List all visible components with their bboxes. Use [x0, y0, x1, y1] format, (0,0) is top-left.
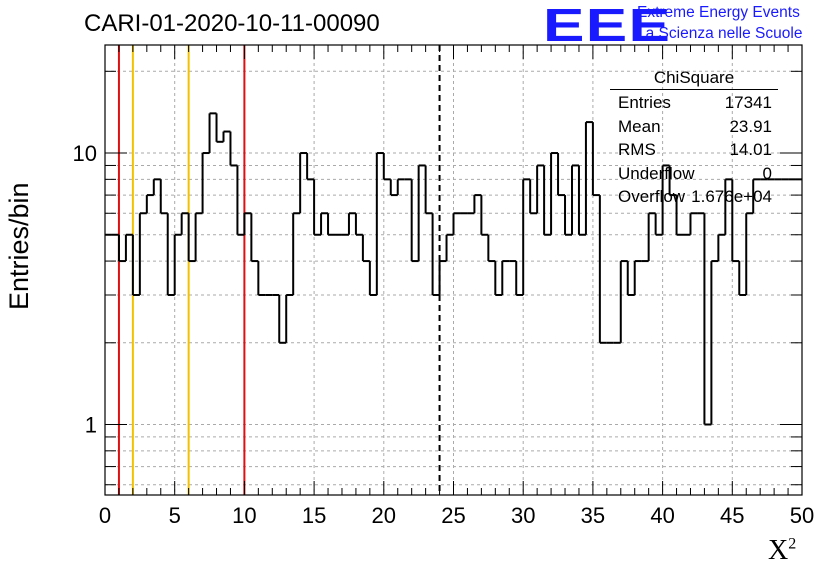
x-tick-label: 15: [302, 503, 326, 528]
y-tick-label: 1: [85, 413, 97, 438]
x-tick-label: 50: [790, 503, 814, 528]
eee-logo: EEE: [543, 0, 672, 51]
x-tick-label: 10: [232, 503, 256, 528]
logo-line-1: Extreme Energy Events: [637, 4, 800, 21]
logo-line-2: La Scienza nelle Scuole: [637, 25, 803, 42]
x-axis-label: X2: [768, 535, 797, 566]
chart-title: CARI-01-2020-10-11-00090: [84, 10, 380, 37]
y-tick-label: 10: [73, 141, 97, 166]
stats-row-entries: Entries 17341: [610, 91, 778, 115]
stats-row-underflow: Underflow 0: [610, 162, 778, 186]
stats-value: 17341: [724, 93, 772, 112]
x-tick-label: 45: [720, 503, 744, 528]
stats-box: ChiSquare Entries 17341 Mean 23.91 RMS 1…: [610, 68, 778, 209]
x-tick-label: 40: [650, 503, 674, 528]
stats-key: RMS: [618, 140, 656, 159]
stats-header: ChiSquare: [610, 68, 778, 90]
stats-key: Entries: [618, 93, 671, 112]
stats-key: Underflow: [618, 163, 695, 183]
stats-value: 14.01: [729, 140, 772, 159]
y-axis-label: Entries/bin: [4, 182, 34, 310]
x-tick-label: 30: [511, 503, 535, 528]
stats-row-overflow: Overflow 1.676e+04: [610, 185, 778, 209]
stats-key: Overflow: [618, 187, 686, 206]
stats-value: 23.91: [729, 116, 772, 136]
stats-key: Mean: [618, 116, 661, 136]
stats-row-rms: RMS 14.01: [610, 138, 778, 162]
x-tick-label: 25: [441, 503, 465, 528]
x-tick-label: 35: [581, 503, 605, 528]
stats-value: 1.676e+04: [691, 187, 772, 206]
x-tick-label: 20: [372, 503, 396, 528]
x-tick-label: 5: [169, 503, 181, 528]
x-tick-label: 0: [99, 503, 111, 528]
stats-value: 0: [762, 163, 772, 183]
stats-row-mean: Mean 23.91: [610, 115, 778, 139]
logo-caption: Extreme Energy Events La Scienza nelle S…: [637, 2, 802, 44]
